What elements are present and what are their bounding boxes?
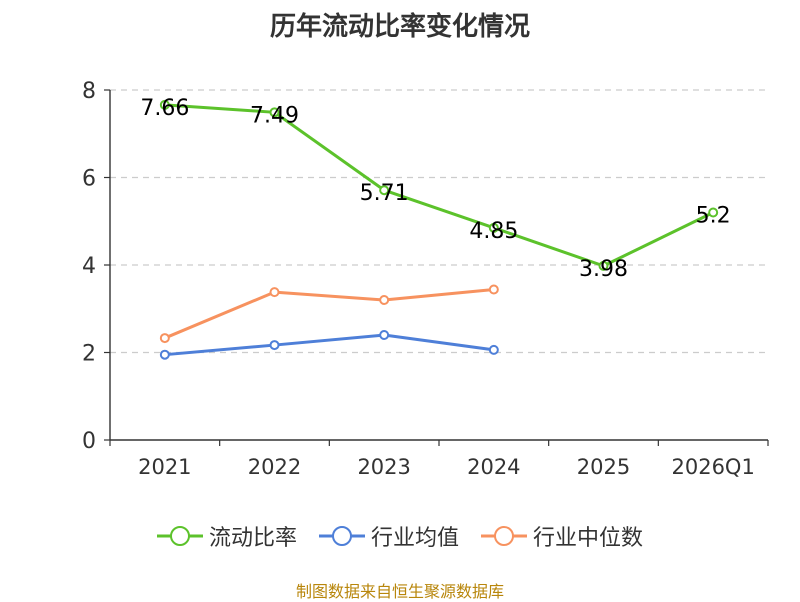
- legend-marker: [494, 526, 514, 546]
- data-point: [379, 185, 390, 196]
- x-tick-label: 2025: [577, 455, 630, 479]
- x-tick-label: 2023: [357, 455, 410, 479]
- data-label: 7.49: [250, 103, 299, 128]
- data-label: 3.98: [579, 257, 628, 282]
- data-point: [269, 287, 280, 298]
- data-point: [159, 99, 170, 110]
- y-tick-label: 0: [82, 429, 96, 454]
- legend-swatch: [318, 526, 365, 546]
- legend-item[interactable]: 行业均值: [318, 520, 459, 552]
- legend-marker: [331, 526, 352, 546]
- series-line-0: [164, 103, 714, 268]
- legend-label: 流动比率: [208, 526, 297, 551]
- y-tick-label: 6: [82, 167, 96, 192]
- data-point: [269, 107, 280, 118]
- data-label: 7.66: [140, 96, 189, 121]
- data-point: [159, 349, 170, 360]
- legend-item[interactable]: 行业中位数: [481, 520, 643, 552]
- x-tick-label: 2022: [248, 455, 301, 479]
- data-point: [488, 344, 499, 355]
- source-footer: 制图数据来自恒生聚源数据库: [295, 582, 504, 601]
- legend-label: 行业均值: [370, 526, 459, 551]
- legend-marker: [169, 526, 190, 546]
- x-tick-label: 2024: [467, 455, 520, 479]
- data-point: [708, 207, 719, 218]
- legend-item[interactable]: 流动比率: [156, 520, 297, 552]
- legend: 流动比率 行业均值 行业中位数: [0, 520, 800, 552]
- chart-title: 历年流动比率变化情况: [269, 12, 530, 42]
- series-line-2: [164, 288, 494, 340]
- data-label: 5.71: [360, 181, 409, 206]
- data-point: [488, 222, 499, 233]
- x-tick-label: 2021: [138, 455, 191, 479]
- data-point: [379, 330, 390, 340]
- data-label: 4.85: [469, 219, 518, 244]
- series-line-1: [164, 333, 495, 357]
- data-point: [379, 295, 390, 305]
- legend-label: 行业中位数: [533, 526, 644, 551]
- y-tick-label: 8: [82, 79, 96, 104]
- data-label: 5.2: [696, 204, 731, 229]
- data-point: [159, 333, 170, 344]
- data-point: [488, 284, 499, 295]
- y-tick-label: 2: [82, 342, 96, 367]
- y-tick-label: 4: [82, 254, 96, 279]
- data-point: [598, 260, 609, 271]
- x-tick-label: 2026Q1: [671, 455, 754, 479]
- legend-swatch: [156, 526, 203, 546]
- data-point: [269, 340, 280, 351]
- legend-swatch: [481, 526, 527, 546]
